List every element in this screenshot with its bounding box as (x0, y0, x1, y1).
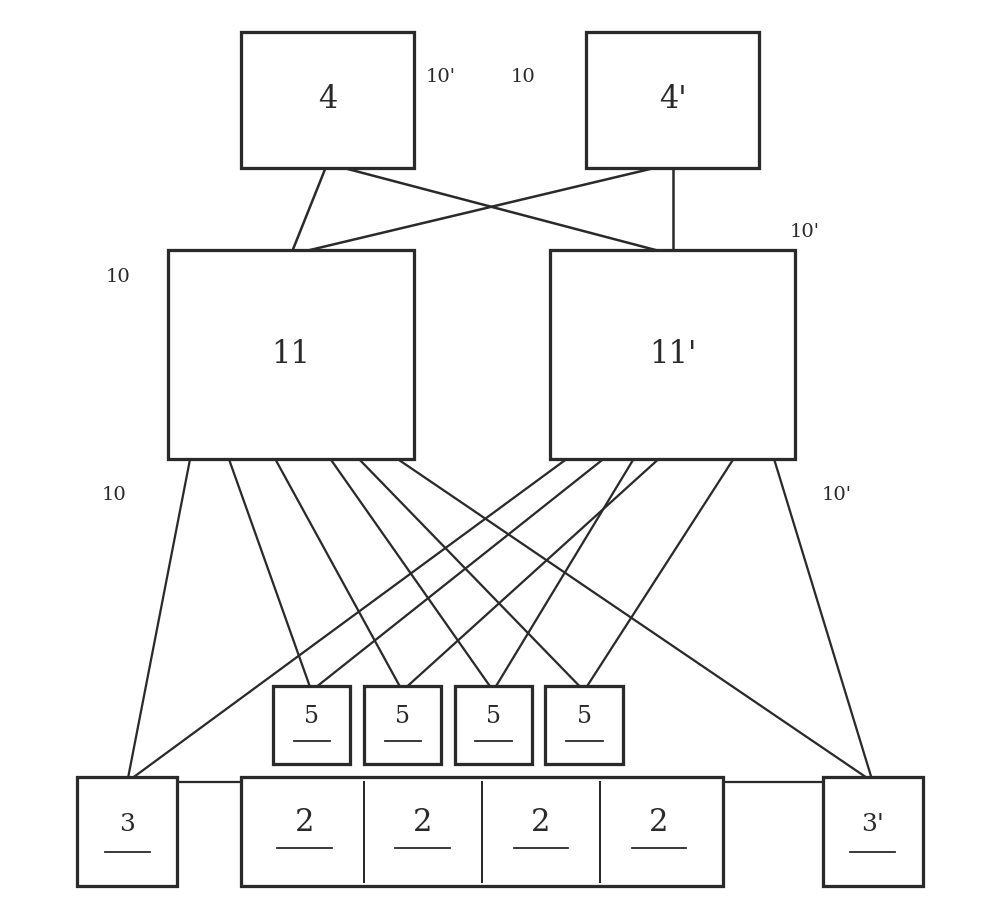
Text: 2: 2 (295, 807, 314, 838)
FancyBboxPatch shape (455, 686, 532, 764)
FancyBboxPatch shape (241, 777, 723, 886)
Text: 10: 10 (510, 68, 535, 86)
FancyBboxPatch shape (168, 250, 414, 459)
FancyBboxPatch shape (364, 686, 441, 764)
Text: 4: 4 (318, 85, 337, 115)
Text: 5: 5 (577, 704, 592, 728)
Text: 10': 10' (426, 68, 456, 86)
FancyBboxPatch shape (823, 777, 923, 886)
Text: 11: 11 (271, 339, 310, 370)
Text: 10': 10' (821, 486, 851, 504)
Text: 10: 10 (106, 268, 131, 286)
FancyBboxPatch shape (550, 250, 795, 459)
Text: 3': 3' (861, 813, 884, 836)
FancyBboxPatch shape (77, 777, 177, 886)
Text: 11': 11' (649, 339, 696, 370)
Text: 4': 4' (659, 85, 687, 115)
Text: 2: 2 (531, 807, 551, 838)
Text: 5: 5 (304, 704, 319, 728)
FancyBboxPatch shape (545, 686, 623, 764)
Text: 10: 10 (101, 486, 126, 504)
Text: 5: 5 (395, 704, 410, 728)
FancyBboxPatch shape (241, 32, 414, 168)
FancyBboxPatch shape (273, 686, 350, 764)
Text: 2: 2 (649, 807, 669, 838)
FancyBboxPatch shape (586, 32, 759, 168)
Text: 2: 2 (413, 807, 432, 838)
Text: 10': 10' (790, 223, 820, 241)
Text: 3: 3 (119, 813, 135, 836)
Text: 5: 5 (486, 704, 501, 728)
